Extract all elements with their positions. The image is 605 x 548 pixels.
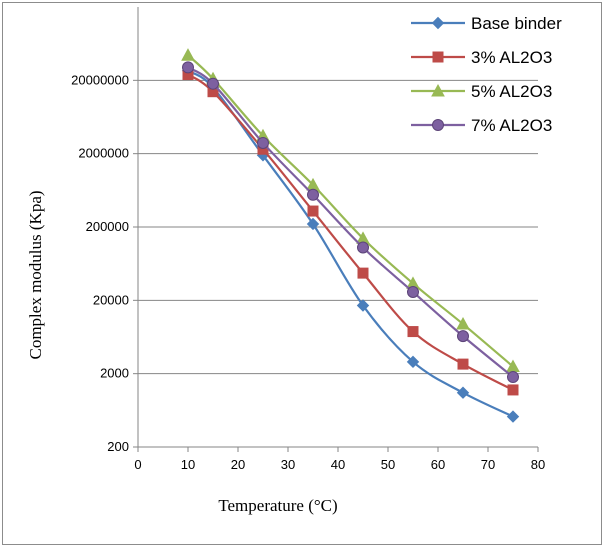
x-tick-label: 0 [134,457,141,472]
x-tick-labels: 0 10 20 30 40 50 60 70 80 [134,457,545,472]
data-point [407,285,419,298]
y-tick-labels: 200 2000 20000 200000 2000000 20000000 [71,72,129,454]
series-7-al2o3 [182,61,519,384]
y-axis-title: Complex modulus (Kpa) [26,190,45,359]
legend-label: Base binder [471,14,562,33]
data-point [306,217,320,231]
series-line [187,69,514,418]
legend-item-7-al2o3: 7% AL2O3 [411,116,552,135]
x-tick-label: 70 [481,457,495,472]
x-tick-label: 80 [531,457,545,472]
legend: Base binder 3% AL2O3 5% AL2O3 7% AL2O3 [411,14,562,135]
data-point [456,386,470,399]
y-tick-label: 200 [107,439,129,454]
data-point [307,205,319,217]
legend-marker [431,83,445,97]
data-point [407,326,419,338]
data-series [181,48,520,423]
x-tick-label: 50 [381,457,395,472]
legend-marker [432,51,444,63]
data-point [507,371,519,384]
legend-item-base-binder: Base binder [411,14,562,33]
data-point [207,77,219,90]
x-tick-label: 10 [181,457,195,472]
data-point [457,330,469,343]
legend-item-5-al2o3: 5% AL2O3 [411,82,552,101]
data-point [506,410,520,423]
y-tick-label: 2000 [100,366,129,381]
data-point [406,355,420,369]
x-tick-label: 40 [331,457,345,472]
series-line [187,73,514,391]
y-tick-label: 20000 [93,292,129,307]
legend-label: 3% AL2O3 [471,48,552,67]
legend-marker [432,119,444,131]
data-point [356,299,370,312]
x-tick-label: 20 [231,457,245,472]
x-axis-title: Temperature (°C) [218,496,337,515]
series-line [187,54,514,368]
x-tick-label: 30 [281,457,295,472]
data-point [181,48,195,61]
series-3-al2o3 [182,69,519,396]
legend-label: 5% AL2O3 [471,82,552,101]
x-tick-label: 60 [431,457,445,472]
legend-marker [431,16,445,30]
data-point [456,316,470,330]
series-5-al2o3 [181,48,520,373]
y-tick-label: 20000000 [71,72,129,87]
line-chart: 0 10 20 30 40 50 60 70 80 200 2000 20000 200000 2000… [26,7,562,515]
data-point [357,241,369,254]
data-point [357,267,369,279]
legend-label: 7% AL2O3 [471,116,552,135]
data-point [457,358,469,370]
y-tick-label: 200000 [86,219,129,234]
data-point [307,188,319,201]
data-point [507,384,519,396]
data-point [257,136,269,149]
legend-item-3-al2o3: 3% AL2O3 [411,48,552,67]
y-tick-label: 2000000 [78,146,129,161]
data-point [182,61,194,74]
axes [133,7,539,452]
